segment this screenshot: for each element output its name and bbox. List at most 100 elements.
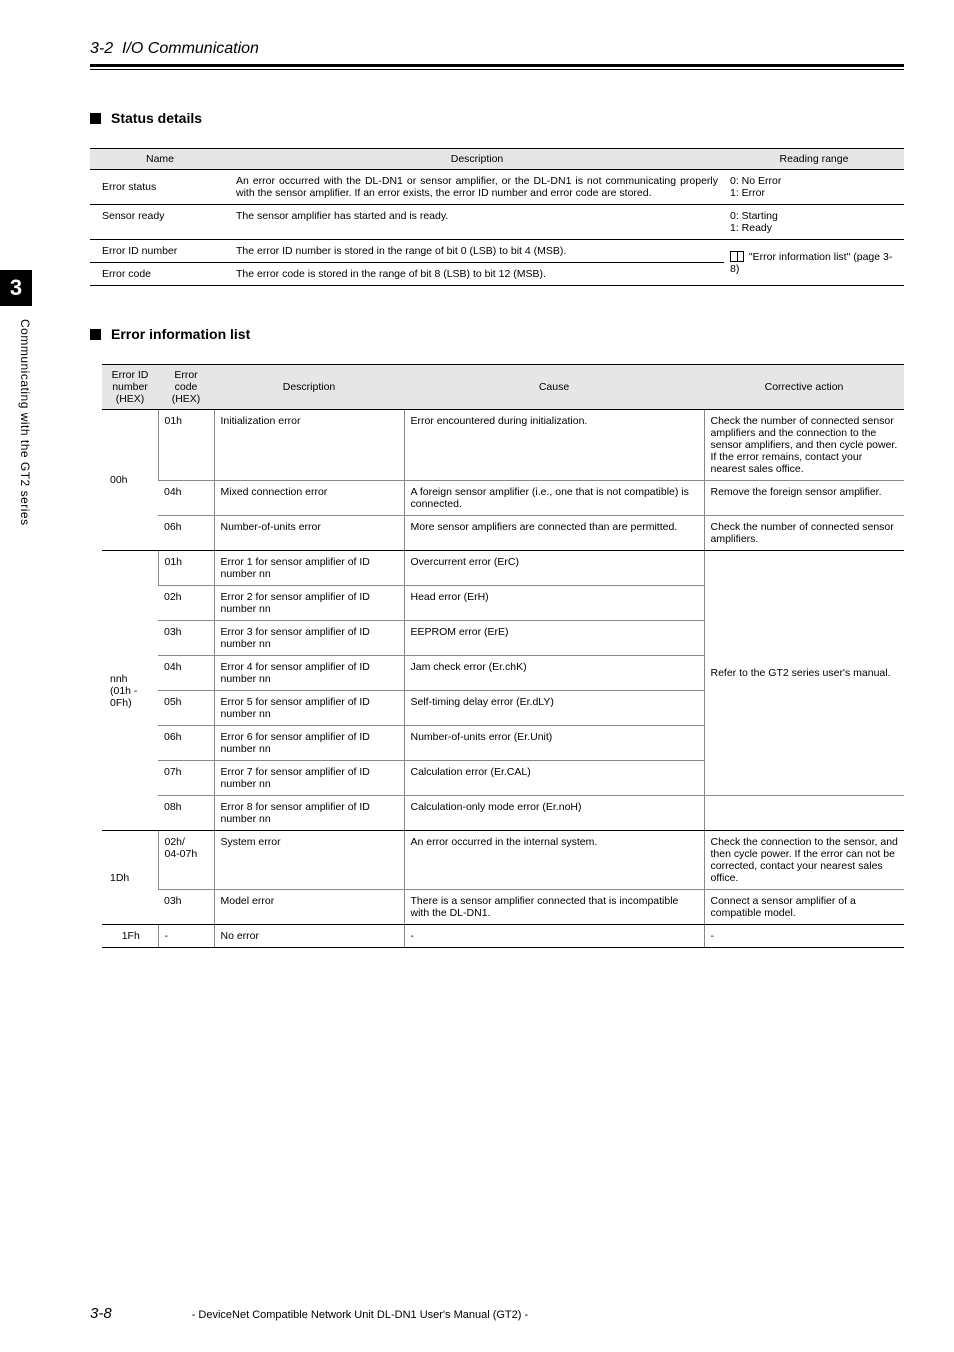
error-row: 08h Error 8 for sensor amplifier of ID n… (102, 796, 904, 831)
error-cause: Calculation error (Er.CAL) (404, 761, 704, 796)
header-rule-thin (90, 69, 904, 70)
status-ref: "Error information list" (page 3-8) (724, 240, 904, 286)
book-icon (730, 251, 744, 262)
error-col-action: Corrective action (704, 365, 904, 410)
status-row: Error status An error occurred with the … (90, 170, 904, 205)
chapter-tab: 3 (0, 270, 32, 306)
error-col-cause: Cause (404, 365, 704, 410)
status-table-header-row: Name Description Reading range (90, 149, 904, 170)
error-code: 07h (158, 761, 214, 796)
error-desc: Error 2 for sensor amplifier of ID numbe… (214, 586, 404, 621)
error-desc: No error (214, 925, 404, 948)
status-name: Sensor ready (90, 205, 230, 240)
status-ref-text: "Error information list" (page 3-8) (730, 251, 892, 275)
error-table-header-row: Error ID number (HEX) Error code (HEX) D… (102, 365, 904, 410)
error-action (704, 796, 904, 831)
status-desc: The error code is stored in the range of… (230, 263, 724, 286)
status-name: Error code (90, 263, 230, 286)
error-cause: Overcurrent error (ErC) (404, 551, 704, 586)
error-row: 06h Number-of-units error More sensor am… (102, 516, 904, 551)
error-row: nnh (01h - 0Fh) 01h Error 1 for sensor a… (102, 551, 904, 586)
error-cause: Head error (ErH) (404, 586, 704, 621)
error-id: 1Dh (102, 831, 158, 925)
page: 3 Communicating with the GT2 series 3-2 … (0, 0, 954, 1352)
error-desc: Error 1 for sensor amplifier of ID numbe… (214, 551, 404, 586)
error-action: Remove the foreign sensor amplifier. (704, 481, 904, 516)
error-cause: EEPROM error (ErE) (404, 621, 704, 656)
error-desc: Model error (214, 890, 404, 925)
error-cause: - (404, 925, 704, 948)
error-desc: Error 4 for sensor amplifier of ID numbe… (214, 656, 404, 691)
header-rule-thick (90, 64, 904, 67)
error-cause: More sensor amplifiers are connected tha… (404, 516, 704, 551)
error-action: Check the connection to the sensor, and … (704, 831, 904, 890)
error-desc: Number-of-units error (214, 516, 404, 551)
error-id: nnh (01h - 0Fh) (102, 551, 158, 831)
status-row: Sensor ready The sensor amplifier has st… (90, 205, 904, 240)
bullet-square-icon (90, 329, 101, 340)
error-action: Check the number of connected sensor amp… (704, 516, 904, 551)
heading-status-details-text: Status details (111, 110, 202, 126)
error-action: Check the number of connected sensor amp… (704, 410, 904, 481)
error-desc: Initialization error (214, 410, 404, 481)
status-range: 0: Starting 1: Ready (724, 205, 904, 240)
error-row: 00h 01h Initialization error Error encou… (102, 410, 904, 481)
error-action: Connect a sensor amplifier of a compatib… (704, 890, 904, 925)
error-cause: Self-timing delay error (Er.dLY) (404, 691, 704, 726)
heading-error-list-text: Error information list (111, 326, 250, 342)
error-desc: Error 8 for sensor amplifier of ID numbe… (214, 796, 404, 831)
error-desc: System error (214, 831, 404, 890)
status-desc: An error occurred with the DL-DN1 or sen… (230, 170, 724, 205)
heading-error-list: Error information list (90, 326, 904, 342)
error-cause: Error encountered during initialization. (404, 410, 704, 481)
error-desc: Error 6 for sensor amplifier of ID numbe… (214, 726, 404, 761)
error-desc: Mixed connection error (214, 481, 404, 516)
status-col-range: Reading range (724, 149, 904, 170)
error-desc: Error 5 for sensor amplifier of ID numbe… (214, 691, 404, 726)
chapter-side-text: Communicating with the GT2 series (0, 315, 32, 526)
error-col-desc: Description (214, 365, 404, 410)
status-name: Error ID number (90, 240, 230, 263)
error-code: 03h (158, 621, 214, 656)
error-code: 03h (158, 890, 214, 925)
error-table: Error ID number (HEX) Error code (HEX) D… (102, 364, 904, 948)
error-cause: Number-of-units error (Er.Unit) (404, 726, 704, 761)
status-col-name: Name (90, 149, 230, 170)
status-desc: The sensor amplifier has started and is … (230, 205, 724, 240)
error-col-code: Error code (HEX) (158, 365, 214, 410)
error-row: 1Fh - No error - - (102, 925, 904, 948)
error-code: 04h (158, 481, 214, 516)
error-code: 05h (158, 691, 214, 726)
section-number: 3-2 (90, 40, 113, 57)
footer: 3-8 - DeviceNet Compatible Network Unit … (90, 1305, 904, 1322)
footer-text: - DeviceNet Compatible Network Unit DL-D… (192, 1309, 528, 1321)
error-cause: Calculation-only mode error (Er.noH) (404, 796, 704, 831)
error-cause: An error occurred in the internal system… (404, 831, 704, 890)
status-table: Name Description Reading range Error sta… (90, 148, 904, 286)
error-cause: Jam check error (Er.chK) (404, 656, 704, 691)
error-desc: Error 3 for sensor amplifier of ID numbe… (214, 621, 404, 656)
error-code: 02h/ 04-07h (158, 831, 214, 890)
error-code: 08h (158, 796, 214, 831)
status-row: Error ID number The error ID number is s… (90, 240, 904, 263)
bullet-square-icon (90, 113, 101, 124)
error-cause: There is a sensor amplifier connected th… (404, 890, 704, 925)
error-row: 04h Mixed connection error A foreign sen… (102, 481, 904, 516)
status-range: 0: No Error 1: Error (724, 170, 904, 205)
error-code: 06h (158, 726, 214, 761)
error-code: 02h (158, 586, 214, 621)
error-action: Refer to the GT2 series user's manual. (704, 551, 904, 796)
error-code: 04h (158, 656, 214, 691)
status-col-desc: Description (230, 149, 724, 170)
page-number: 3-8 (90, 1305, 112, 1322)
error-code: 01h (158, 410, 214, 481)
error-row: 03h Model error There is a sensor amplif… (102, 890, 904, 925)
error-action: - (704, 925, 904, 948)
status-name: Error status (90, 170, 230, 205)
error-col-id: Error ID number (HEX) (102, 365, 158, 410)
error-cause: A foreign sensor amplifier (i.e., one th… (404, 481, 704, 516)
status-desc: The error ID number is stored in the ran… (230, 240, 724, 263)
error-code: 01h (158, 551, 214, 586)
error-code: - (158, 925, 214, 948)
error-code: 06h (158, 516, 214, 551)
